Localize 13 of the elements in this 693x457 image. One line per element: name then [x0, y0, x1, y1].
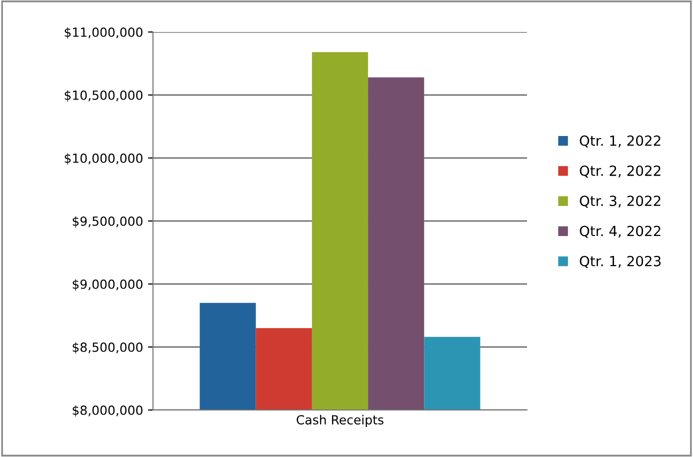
y-tick-label: $10,500,000 [64, 90, 142, 102]
legend-label: Qtr. 4, 2022 [580, 226, 660, 238]
legend-label: Qtr. 3, 2022 [580, 196, 660, 208]
y-tick-label: $8,000,000 [72, 405, 142, 417]
legend-label: Qtr. 1, 2023 [580, 256, 661, 268]
y-tick-label: $10,000,000 [64, 153, 142, 165]
legend-label: Qtr. 1, 2022 [580, 135, 660, 148]
y-tick-label: $9,500,000 [72, 216, 142, 228]
y-tick-label: $9,000,000 [72, 279, 142, 291]
x-tick-label: Cash Receipts [296, 414, 384, 427]
y-tick-label: $8,500,000 [72, 342, 142, 354]
y-tick-label: $11,000,000 [64, 27, 142, 39]
legend-label: Qtr. 2, 2022 [580, 166, 660, 178]
